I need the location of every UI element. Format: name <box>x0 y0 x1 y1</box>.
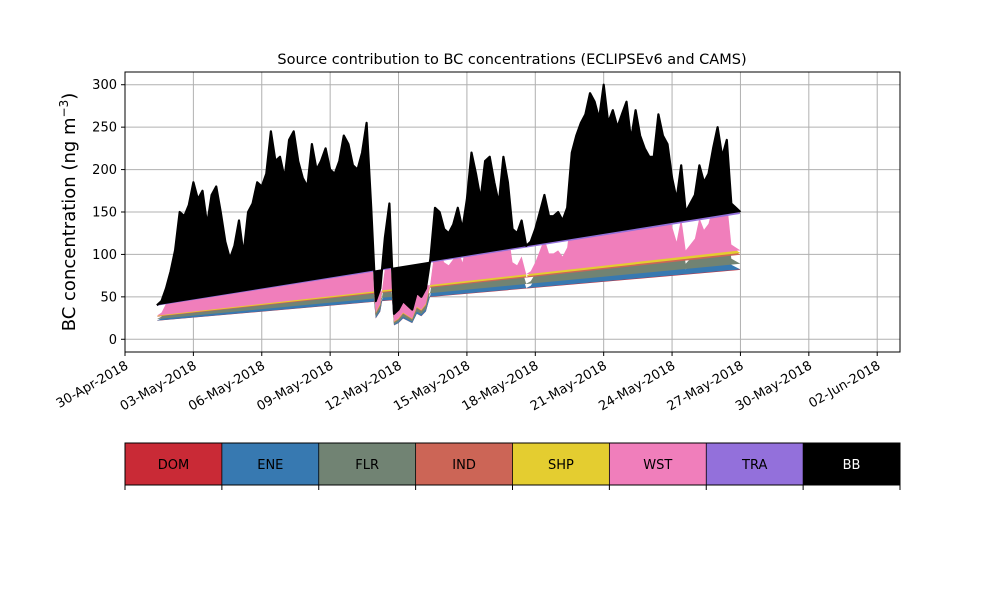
legend-label-shp: SHP <box>548 458 574 473</box>
legend: DOM ENE FLR IND SHP WST TRA BB <box>124 442 901 490</box>
legend-swatch-wst <box>609 443 707 485</box>
legend-label-tra: TRA <box>741 458 767 473</box>
series-area-bb <box>156 83 742 315</box>
legend-swatch-ind <box>415 443 513 485</box>
legend-label-ene: ENE <box>257 458 283 473</box>
stacked-areas <box>156 83 742 326</box>
chart-title: Source contribution to BC concentrations… <box>277 52 746 68</box>
legend-label-wst: WST <box>643 458 672 473</box>
y-tick-label: 0 <box>109 333 117 348</box>
legend-label-ind: IND <box>452 458 476 473</box>
y-tick-label: 250 <box>92 121 117 136</box>
legend-swatch-flr <box>318 443 416 485</box>
legend-swatch-shp <box>512 443 610 485</box>
y-tick-label: 300 <box>92 78 117 93</box>
legend-swatch-bb <box>803 443 900 485</box>
grid <box>124 72 900 352</box>
legend-swatch-dom <box>125 443 222 485</box>
y-tick-label: 150 <box>92 206 117 221</box>
legend-swatch-tra <box>706 443 804 485</box>
legend-label-bb: BB <box>843 458 861 473</box>
y-axis-label: BC concentration (ng m−3) <box>57 93 80 332</box>
y-tick-label: 50 <box>100 290 117 305</box>
legend-label-flr: FLR <box>355 458 379 473</box>
legend-label-dom: DOM <box>158 458 189 473</box>
legend-swatch-ene <box>221 443 319 485</box>
y-tick-label: 200 <box>92 163 117 178</box>
y-tick-label: 100 <box>92 248 117 263</box>
